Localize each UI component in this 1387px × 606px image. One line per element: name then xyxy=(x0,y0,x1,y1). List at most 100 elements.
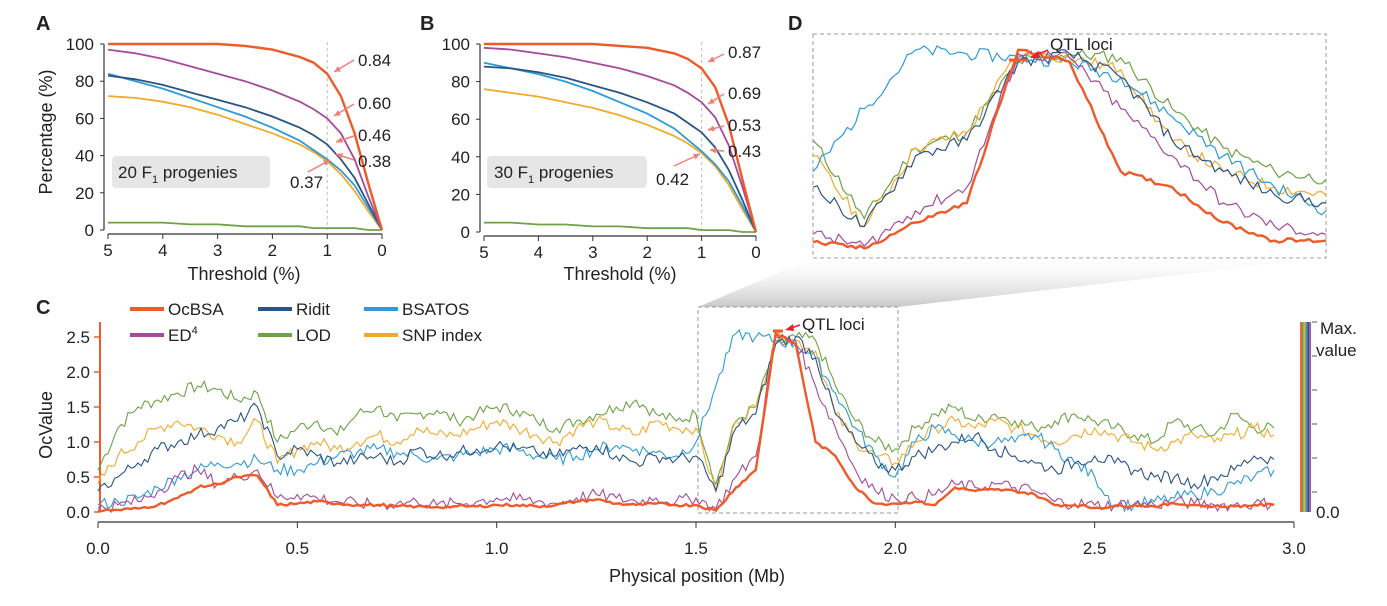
panel-c-series xyxy=(97,328,1275,513)
a-line-ocbsa xyxy=(108,42,384,231)
panel-a-xlabel: Threshold (%) xyxy=(187,264,300,284)
b-annotation-label: 0.69 xyxy=(728,84,761,103)
panel-a-axes: 0 20 40 60 80 100 5 4 3 2 1 0 xyxy=(66,35,387,260)
b-annotation-label: 0.53 xyxy=(728,116,761,135)
b-xtick-label: 4 xyxy=(534,243,543,262)
panel-c: C OcValue 0.0 0.5 1.0 1.5 2.0 2.5 0.0 0.5 1.0 1.5… xyxy=(36,297,1357,586)
panel-b-axes: 0 20 40 60 80 100 5 4 3 2 1 0 xyxy=(442,35,761,262)
a-annotation-label: 0.37 xyxy=(290,173,323,192)
b-ytick-label: 60 xyxy=(451,110,470,129)
d-line-lod xyxy=(812,49,1327,220)
b-ytick-label: 80 xyxy=(451,73,470,92)
a-annotation-arrowhead xyxy=(334,110,341,116)
d-qtl-label: QTL loci xyxy=(1050,35,1113,54)
c-ytick-label: 1.5 xyxy=(66,398,90,417)
c-line-bsatos xyxy=(97,328,1275,513)
c-line-lod xyxy=(97,331,1275,486)
c-qtl-label: QTL loci xyxy=(802,315,865,334)
c-ytick-label: 0.5 xyxy=(66,468,90,487)
c-ytick-label: 2.0 xyxy=(66,363,90,382)
panel-b-series xyxy=(483,42,758,233)
a-ytick-label: 20 xyxy=(75,184,94,203)
panel-c-xlabel: Physical position (Mb) xyxy=(609,566,785,586)
panel-c-qtl: QTL loci xyxy=(773,315,865,334)
panel-c-ylabel: OcValue xyxy=(36,391,56,459)
c-xtick-label: 2.0 xyxy=(884,539,908,558)
c-line-ridit xyxy=(97,335,1275,493)
c-line-ocbsa xyxy=(97,331,1275,513)
d-line-snp-index xyxy=(812,50,1327,228)
a-annotation-label: 0.60 xyxy=(358,94,391,113)
c-xtick-label: 1.0 xyxy=(485,539,509,558)
panel-letter-a: A xyxy=(36,13,50,35)
legend-superscript: 4 xyxy=(192,325,198,337)
panel-c-axes: 0.0 0.5 1.0 1.5 2.0 2.5 0.0 0.5 1.0 1.5 2.0 2.5 3.0 xyxy=(66,322,1306,558)
panel-letter-b: B xyxy=(420,13,434,35)
panel-letter-c: C xyxy=(36,297,50,319)
b-line-bsatos xyxy=(483,61,757,233)
legend-label-snp-index: SNP index xyxy=(402,326,483,345)
panel-c-right-axis: Max. value 0.0 xyxy=(1300,319,1357,522)
c-line-snp-index xyxy=(97,329,1275,493)
a-line-lod xyxy=(108,221,382,231)
panel-a-series xyxy=(107,42,384,231)
c-qtl-arrowhead xyxy=(785,324,794,331)
panel-b-label-box xyxy=(487,156,647,188)
b-xtick-label: 2 xyxy=(642,243,651,262)
legend-label-bsatos: BSATOS xyxy=(402,300,469,319)
b-annotation-label: 0.42 xyxy=(656,170,689,189)
panel-a-label-box xyxy=(112,156,270,188)
b-ytick-label: 0 xyxy=(461,223,470,242)
b-line-lod xyxy=(484,221,756,233)
b-line-ridit xyxy=(483,65,757,233)
a-ytick-label: 60 xyxy=(75,109,94,128)
a-xtick-label: 0 xyxy=(377,241,386,260)
panel-a-annotations: 0.84 0.60 0.46 0.38 0.37 xyxy=(290,51,391,192)
b-line-ed4 xyxy=(483,46,757,233)
a-annotation-label: 0.38 xyxy=(358,152,391,171)
zoom-funnel xyxy=(698,258,1326,307)
b-line-snp-index xyxy=(483,88,757,233)
legend-label-ed4: ED4 xyxy=(168,325,198,345)
a-xtick-label: 2 xyxy=(268,241,277,260)
panel-d: D QTL loci xyxy=(788,13,1327,259)
panel-b-xlabel: Threshold (%) xyxy=(563,264,676,284)
d-line-ocbsa xyxy=(812,48,1327,250)
a-ytick-label: 0 xyxy=(85,221,94,240)
d-line-ed4 xyxy=(812,50,1327,247)
c-right-label-max: Max. xyxy=(1320,319,1357,338)
c-right-label-value: value xyxy=(1316,341,1357,360)
panel-b: B 0 20 40 60 80 100 5 4 3 2 1 0 30 F1 progenies 0.8… xyxy=(420,13,761,284)
c-xtick-label: 0.0 xyxy=(86,539,110,558)
a-xtick-label: 3 xyxy=(213,241,222,260)
a-line-snp-index xyxy=(107,95,383,231)
legend: OcBSA Ridit BSATOS ED4 LOD SNP index xyxy=(130,300,483,345)
b-xtick-label: 3 xyxy=(588,243,597,262)
panel-d-series xyxy=(812,45,1327,250)
b-annotation-arrowhead xyxy=(708,56,715,62)
c-ytick-label: 2.5 xyxy=(66,328,90,347)
a-xtick-label: 4 xyxy=(158,241,167,260)
zoom-region-box xyxy=(697,306,899,514)
c-right-label-zero: 0.0 xyxy=(1316,503,1340,522)
c-ytick-label: 0.0 xyxy=(66,503,90,522)
a-xtick-label: 1 xyxy=(322,241,331,260)
panel-b-label: 30 F1 progenies xyxy=(494,163,614,186)
a-annotation-arrowhead xyxy=(336,137,343,143)
legend-label-ocbsa: OcBSA xyxy=(168,300,224,319)
panel-a: A Percentage (%) 0 20 40 60 80 100 5 4 3 2 1 0 20 F… xyxy=(36,13,391,284)
c-xtick-label: 0.5 xyxy=(286,539,310,558)
b-annotation-arrowhead xyxy=(708,125,715,132)
d-line-ridit xyxy=(812,49,1326,228)
panel-a-ylabel: Percentage (%) xyxy=(36,69,56,194)
d-qtl-arrowhead xyxy=(1030,51,1040,58)
c-xtick-label: 1.5 xyxy=(684,539,708,558)
panel-b-annotations: 0.87 0.69 0.53 0.43 0.42 xyxy=(656,43,761,189)
c-ytick-label: 1.0 xyxy=(66,433,90,452)
b-line-ocbsa xyxy=(484,42,758,233)
legend-label-ridit: Ridit xyxy=(296,300,330,319)
a-xtick-label: 5 xyxy=(103,241,112,260)
b-xtick-label: 1 xyxy=(697,243,706,262)
a-line-ed4 xyxy=(107,48,383,231)
